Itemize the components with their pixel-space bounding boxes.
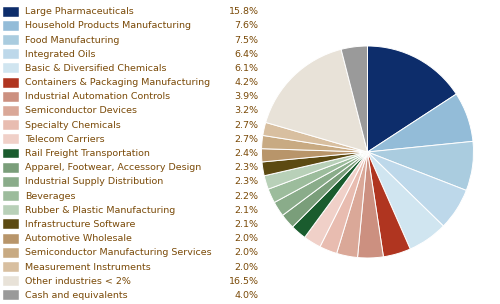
Text: 4.2%: 4.2% [234, 78, 258, 87]
Bar [2, 21, 18, 31]
Bar [2, 120, 18, 130]
Bar [2, 134, 18, 144]
Text: Industrial Supply Distribution: Industrial Supply Distribution [25, 178, 164, 186]
Wedge shape [264, 152, 368, 189]
Wedge shape [368, 141, 474, 190]
Text: Semiconductor Devices: Semiconductor Devices [25, 106, 137, 116]
Bar [2, 191, 18, 201]
Text: 3.9%: 3.9% [234, 92, 258, 101]
Bar [2, 149, 18, 158]
Bar [2, 248, 18, 258]
Text: 2.2%: 2.2% [234, 192, 258, 201]
Bar [2, 64, 18, 73]
Bar [2, 290, 18, 300]
Wedge shape [263, 123, 368, 152]
Wedge shape [268, 152, 368, 202]
Text: Telecom Carriers: Telecom Carriers [25, 135, 105, 144]
Text: Food Manufacturing: Food Manufacturing [25, 36, 120, 44]
Bar [2, 262, 18, 272]
Text: 6.1%: 6.1% [234, 64, 258, 73]
Text: Apparel, Footwear, Accessory Design: Apparel, Footwear, Accessory Design [25, 163, 202, 172]
Text: Household Products Manufacturing: Household Products Manufacturing [25, 21, 191, 30]
Wedge shape [282, 152, 368, 227]
Text: Other industries < 2%: Other industries < 2% [25, 277, 131, 286]
Bar [2, 205, 18, 215]
Bar [2, 163, 18, 173]
Bar [2, 49, 18, 59]
Text: 2.7%: 2.7% [234, 121, 258, 130]
Text: 6.4%: 6.4% [234, 50, 258, 59]
Wedge shape [368, 46, 456, 152]
Text: Basic & Diversified Chemicals: Basic & Diversified Chemicals [25, 64, 167, 73]
Text: 15.8%: 15.8% [228, 7, 258, 16]
Text: 2.1%: 2.1% [234, 220, 258, 229]
Text: Large Pharmaceuticals: Large Pharmaceuticals [25, 7, 134, 16]
Wedge shape [336, 152, 368, 257]
Text: 7.6%: 7.6% [234, 21, 258, 30]
Wedge shape [320, 152, 368, 254]
Text: 2.0%: 2.0% [234, 234, 258, 243]
Wedge shape [262, 135, 368, 152]
Text: 2.7%: 2.7% [234, 135, 258, 144]
Wedge shape [358, 152, 384, 258]
Text: 2.1%: 2.1% [234, 206, 258, 215]
Wedge shape [292, 152, 368, 237]
Bar [2, 106, 18, 116]
Bar [2, 276, 18, 286]
Bar [2, 177, 18, 187]
Text: 7.5%: 7.5% [234, 36, 258, 44]
Text: Industrial Automation Controls: Industrial Automation Controls [25, 92, 171, 101]
Text: Containers & Packaging Manufacturing: Containers & Packaging Manufacturing [25, 78, 210, 87]
Wedge shape [368, 152, 410, 257]
Bar [2, 92, 18, 102]
Wedge shape [262, 152, 368, 176]
Text: 2.4%: 2.4% [234, 149, 258, 158]
Text: Integrated Oils: Integrated Oils [25, 50, 96, 59]
Text: 2.3%: 2.3% [234, 163, 258, 172]
Wedge shape [341, 46, 367, 152]
Text: Rail Freight Transportation: Rail Freight Transportation [25, 149, 150, 158]
Text: 2.0%: 2.0% [234, 248, 258, 257]
Text: 2.0%: 2.0% [234, 263, 258, 271]
Bar [2, 7, 18, 17]
Wedge shape [262, 149, 368, 162]
Text: Specialty Chemicals: Specialty Chemicals [25, 121, 121, 130]
Text: 3.2%: 3.2% [234, 106, 258, 116]
Text: Rubber & Plastic Manufacturing: Rubber & Plastic Manufacturing [25, 206, 176, 215]
Text: Semiconductor Manufacturing Services: Semiconductor Manufacturing Services [25, 248, 212, 257]
Wedge shape [266, 49, 368, 152]
Wedge shape [368, 152, 444, 249]
Text: Infrastructure Software: Infrastructure Software [25, 220, 136, 229]
Text: Automotive Wholesale: Automotive Wholesale [25, 234, 132, 243]
Wedge shape [368, 94, 473, 152]
Wedge shape [304, 152, 368, 247]
Wedge shape [274, 152, 368, 215]
Bar [2, 219, 18, 230]
Bar [2, 78, 18, 88]
Text: 16.5%: 16.5% [228, 277, 258, 286]
Text: Beverages: Beverages [25, 192, 76, 201]
Bar [2, 35, 18, 45]
Text: 2.3%: 2.3% [234, 178, 258, 186]
Text: 4.0%: 4.0% [234, 291, 258, 300]
Wedge shape [368, 152, 466, 226]
Bar [2, 234, 18, 244]
Text: Cash and equivalents: Cash and equivalents [25, 291, 128, 300]
Text: Measurement Instruments: Measurement Instruments [25, 263, 151, 271]
